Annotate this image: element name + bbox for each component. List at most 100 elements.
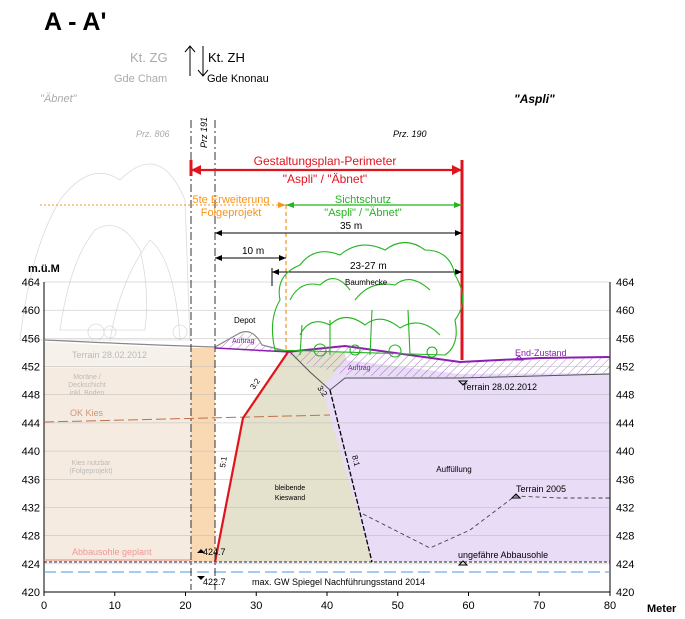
extension-label-2: Folgeprojekt [201, 207, 262, 219]
screen-label-2: "Aspli" / "Äbnet" [324, 207, 401, 219]
y-tick-label-left: 444 [22, 418, 40, 430]
depot-hatch [215, 332, 290, 352]
y-tick-label-right: 448 [616, 390, 634, 402]
y-tick-label-right: 456 [616, 333, 634, 345]
x-tick-label: 0 [41, 600, 47, 612]
faded-forest-left [19, 163, 191, 341]
terrain-label-right: Terrain 28.02.2012 [462, 382, 537, 392]
elevation-424-7: 424.7 [203, 547, 226, 557]
slope-81-line [329, 389, 373, 563]
y-tick-label-left: 452 [22, 362, 40, 374]
moraene-label-1: Moräne / [73, 374, 101, 381]
x-tick-label: 40 [321, 600, 333, 612]
parcel-190: Prz. 190 [393, 129, 427, 139]
gw-label: max. GW Spiegel Nachführungsstand 2014 [252, 577, 425, 587]
slope-label-8-1: 8:1 [350, 454, 362, 468]
terrain-lines [43, 331, 611, 573]
x-tick-label: 60 [462, 600, 474, 612]
canton-zg: Kt. ZG [130, 50, 168, 65]
abbausohle-label: ungefähre Abbausohle [458, 550, 548, 560]
auffuellung-fill [322, 360, 610, 562]
moraene-label-2: Deckschicht [68, 382, 106, 389]
x-tick-label: 80 [604, 600, 616, 612]
y-tick-label-left: 428 [22, 531, 40, 543]
terrain-2005-line [362, 495, 610, 549]
auftrag-label-right: Auftrag [348, 365, 371, 372]
morane-zone [44, 342, 191, 562]
terrain-label-left: Terrain 28.02.2012 [72, 350, 147, 360]
red-excavation-line [213, 351, 289, 563]
x-tick-label: 50 [392, 600, 404, 612]
tree-hedge [271, 241, 464, 358]
ok-kies-line [43, 414, 331, 423]
y-tick-label-left: 436 [22, 474, 40, 486]
perimeter-label-1: Gestaltungsplan-Perimeter [254, 154, 397, 168]
dimension-35m: 35 m [340, 221, 362, 232]
x-tick-label: 10 [109, 600, 121, 612]
area-aspli: "Aspli" [514, 92, 555, 106]
elevation-markers [197, 355, 525, 580]
terrain-2005-label: Terrain 2005 [516, 484, 566, 494]
section-title: A - A' [44, 8, 107, 36]
kies-label-1: Kies nutzbar [72, 460, 112, 467]
y-tick-label-left: 432 [22, 502, 40, 514]
canton-zh: Kt. ZH [208, 50, 245, 65]
y-tick-label-left: 456 [22, 333, 40, 345]
kieswand-fill [215, 352, 372, 562]
axis-ticks: 464 464 460 460 456 456 452 452 448 448 444 444 440 4… [22, 277, 635, 612]
y-tick-label-right: 444 [616, 418, 634, 430]
y-tick-label-left: 448 [22, 390, 40, 402]
extension-label-1: 5te Erweiterung [192, 194, 269, 206]
municipality-cham: Gde Cham [114, 73, 167, 85]
y-tick-label-left: 464 [22, 277, 40, 289]
dimension-23-27m: 23-27 m [350, 261, 387, 272]
y-tick-label-left: 440 [22, 446, 40, 458]
y-tick-label-right: 432 [616, 502, 634, 514]
extension-strip [191, 348, 215, 562]
auftrag-label-left: Auftrag [232, 338, 255, 345]
y-tick-label-right: 452 [616, 362, 634, 374]
y-tick-label-right: 460 [616, 305, 634, 317]
municipality-knonau: Gde Knonau [207, 73, 269, 85]
y-axis-unit: m.ü.M [28, 263, 60, 275]
x-tick-label: 20 [179, 600, 191, 612]
abbausohle-geplant-label: Abbausohle geplant [72, 547, 152, 557]
y-tick-label-left: 420 [22, 587, 40, 599]
ok-kies-label: OK Kies [70, 408, 104, 418]
end-zustand-label: End-Zustand [515, 348, 567, 358]
end-zustand-left [214, 347, 291, 353]
bleibende-label-2: Kieswand [275, 495, 305, 502]
bleibende-label-1: bleibende [275, 485, 305, 492]
depot-label: Depot [234, 316, 256, 325]
boundary-symbol [184, 45, 209, 77]
y-tick-label-right: 464 [616, 277, 634, 289]
perimeter-label-2: "Aspli" / "Äbnet" [283, 172, 367, 186]
y-tick-label-right: 436 [616, 474, 634, 486]
area-aebnet: "Äbnet" [40, 93, 78, 105]
y-tick-label-right: 440 [616, 446, 634, 458]
x-tick-label: 70 [533, 600, 545, 612]
screen-label-1: Sichtschutz [335, 194, 391, 206]
y-tick-label-left: 424 [22, 559, 40, 571]
terrain-2012-line [43, 331, 291, 353]
slope-label-5-1: 5:1 [218, 455, 229, 468]
auftrag-hatch [286, 346, 610, 378]
slope-label-3-2-red: 3:2 [248, 376, 262, 391]
parcel-806: Prz. 806 [136, 129, 170, 139]
vertical-lines [189, 120, 464, 590]
elevation-422-7: 422.7 [203, 577, 226, 587]
moraene-label-3: inkl. Boden [70, 390, 105, 397]
dimension-arrows [40, 165, 462, 286]
x-tick-label: 30 [250, 600, 262, 612]
kies-label-2: (Folgeprojekt) [69, 468, 112, 475]
y-tick-label-right: 424 [616, 559, 634, 571]
fills [44, 332, 610, 562]
x-axis-unit: Meter [647, 603, 677, 615]
y-tick-label-right: 428 [616, 531, 634, 543]
y-tick-label-left: 460 [22, 305, 40, 317]
auffuellung-label: Auffüllung [436, 465, 471, 474]
parcel-191: Prz 191 [199, 117, 209, 148]
dimension-10m: 10 m [242, 246, 264, 257]
terrain-2012-right [289, 351, 611, 391]
